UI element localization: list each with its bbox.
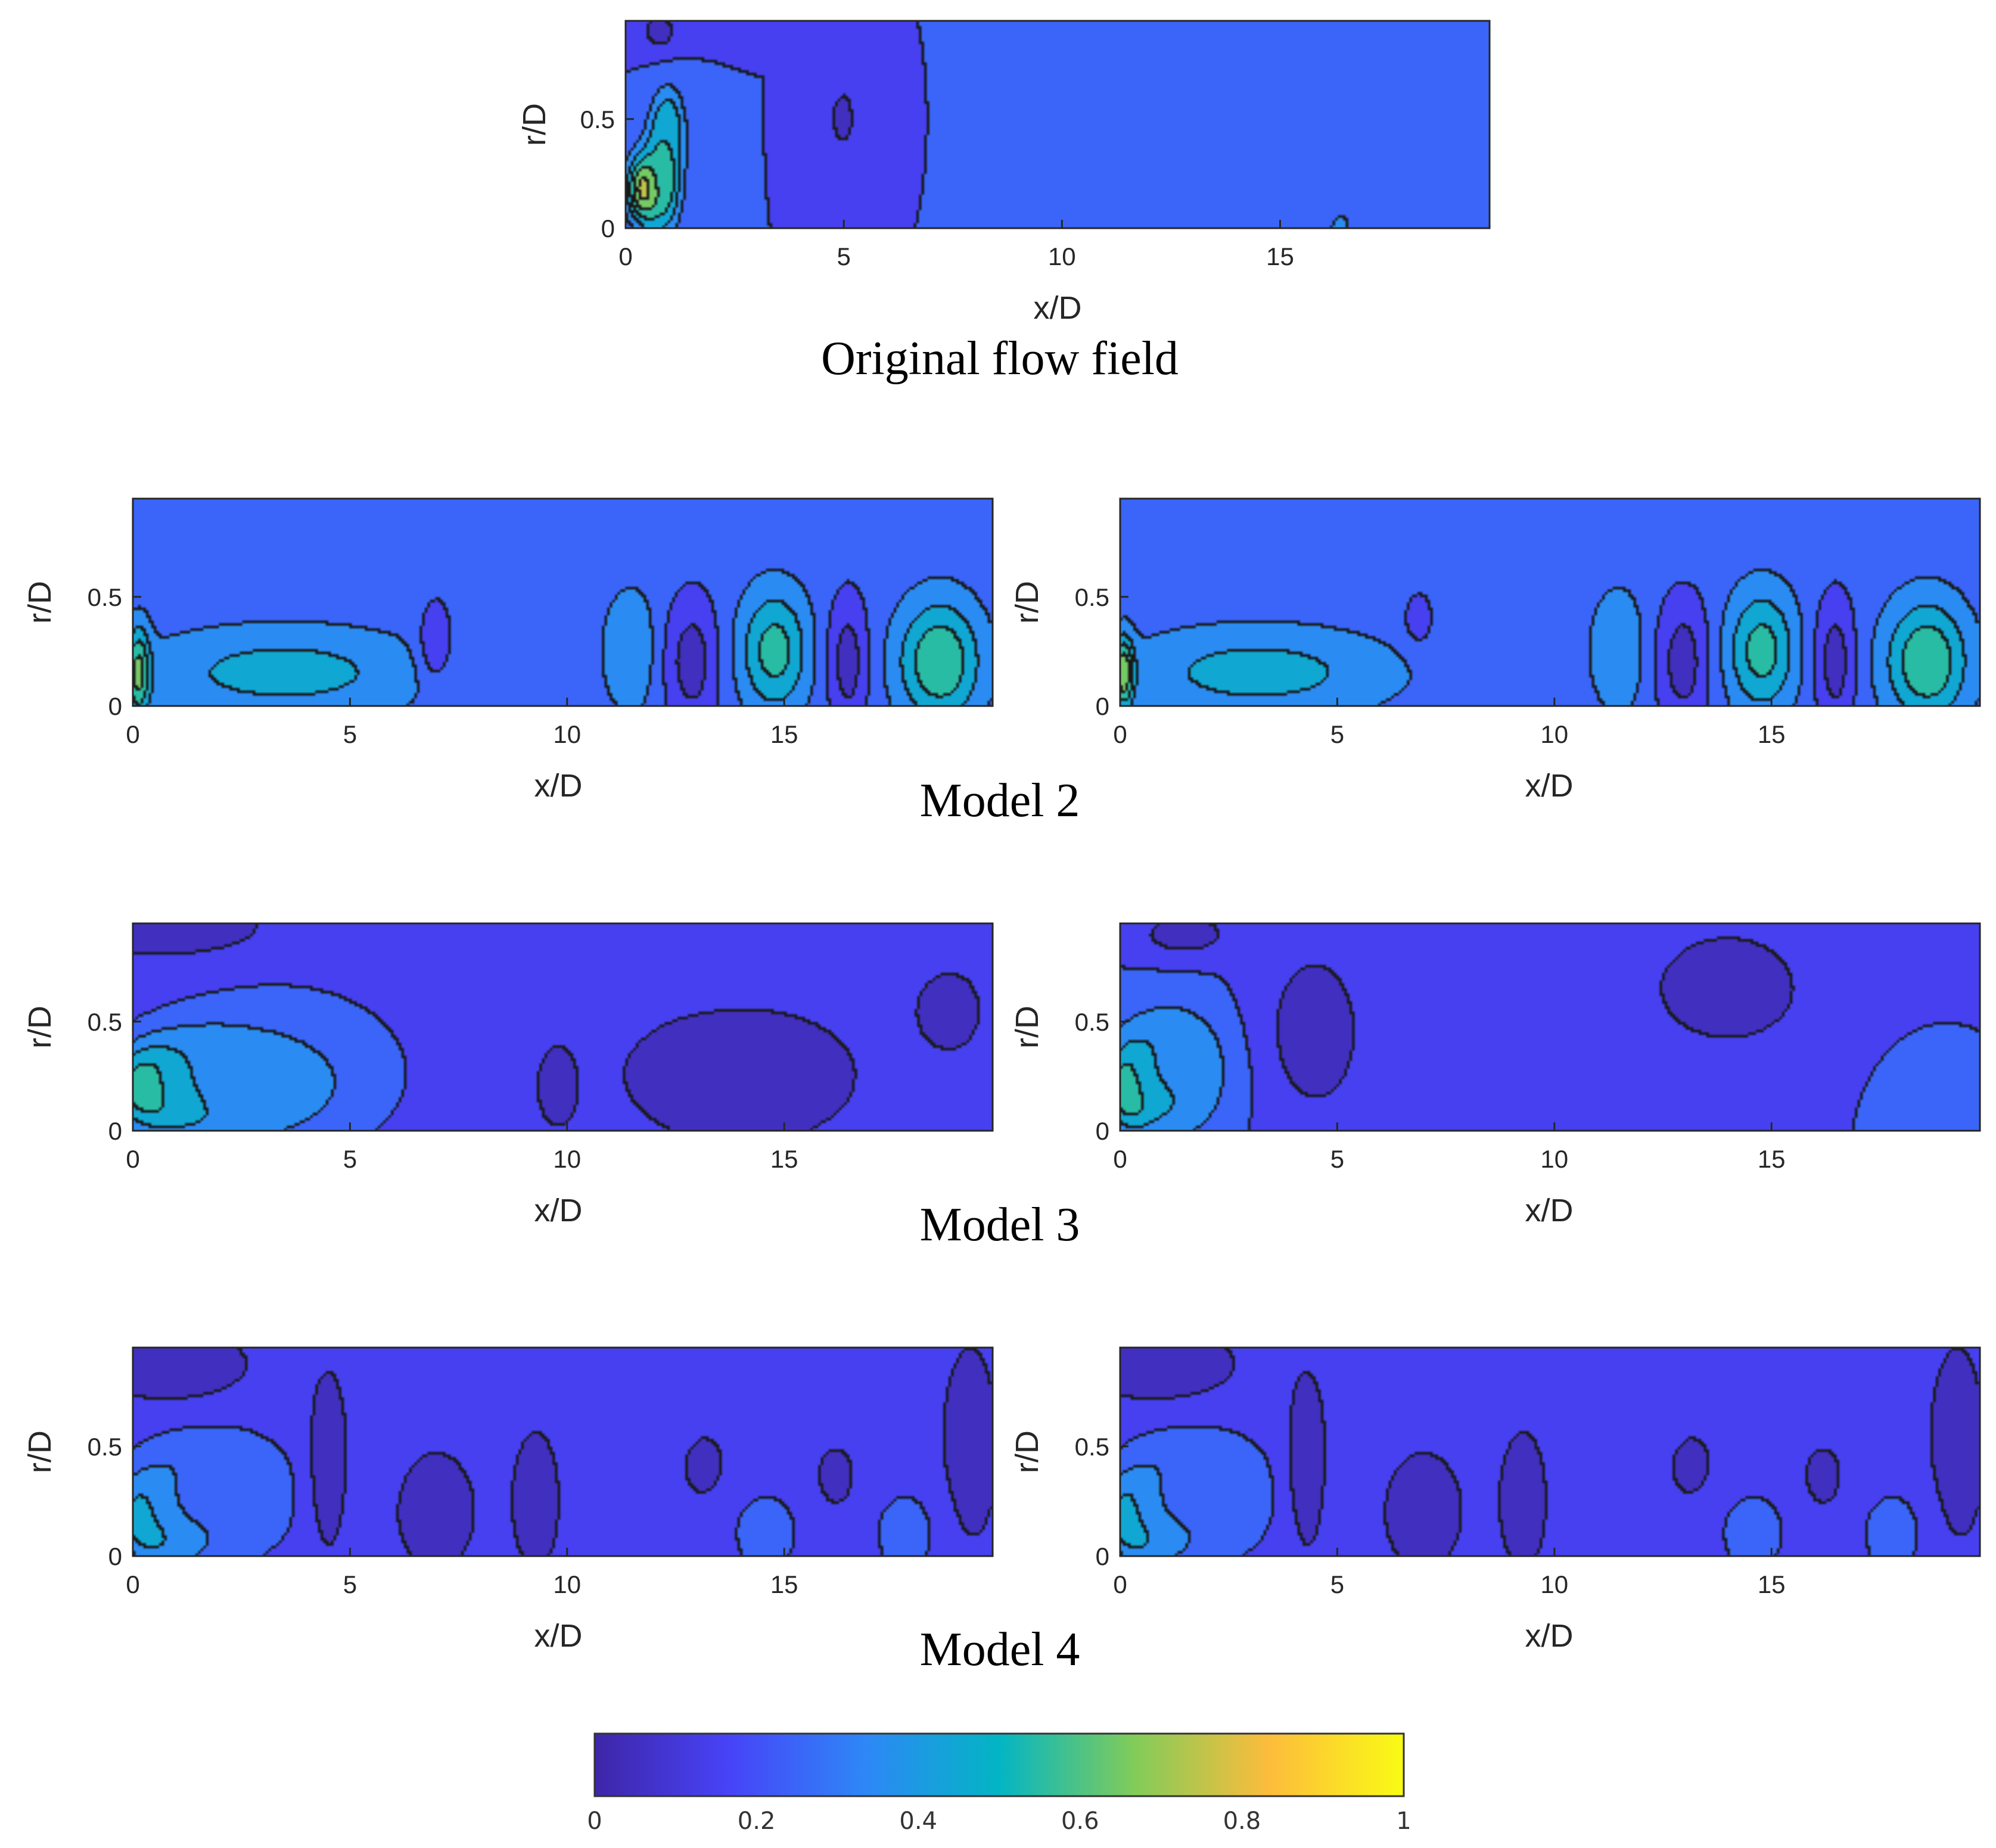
x-tick-label: 15 xyxy=(770,720,798,748)
ylabel-original: r/D xyxy=(517,103,552,146)
x-tick-label: 15 xyxy=(770,1145,798,1173)
panel-model2-right: 0 5 10 15 0 0.5 x/D r/D xyxy=(1009,497,1981,804)
colorbar-tick-label: 0.2 xyxy=(738,1807,776,1835)
colorbar-strip xyxy=(593,1732,1405,1797)
x-tick-label: 15 xyxy=(1266,242,1294,270)
panel-model4-left: 0 5 10 15 0 0.5 x/D r/D xyxy=(22,1346,994,1654)
caption-model4: Model 4 xyxy=(920,1623,1080,1676)
contour-map-original xyxy=(626,21,1490,228)
y-tick-label: 0.5 xyxy=(1075,583,1109,611)
axes-box-model2-right xyxy=(1119,497,1981,707)
colorbar-tick-label: 0.4 xyxy=(899,1807,937,1835)
panel-original: 0 5 10 15 0 0.5 x/D r/D xyxy=(517,20,1491,326)
x-tick-label: 0 xyxy=(618,242,632,270)
panel-model2-left: 0 5 10 15 0 0.5 x/D r/D xyxy=(22,497,994,804)
ticks-model4-right: 0 5 10 15 0 0.5 xyxy=(1075,1433,1786,1598)
x-tick-label: 0 xyxy=(1113,1570,1127,1598)
xlabel-original: x/D xyxy=(1034,290,1082,326)
x-tick-label: 15 xyxy=(770,1570,798,1598)
x-tick-label: 15 xyxy=(1758,1570,1786,1598)
contour-map-model2-left xyxy=(133,499,993,706)
contour-map-model4-left xyxy=(133,1348,993,1556)
y-tick-label: 0.5 xyxy=(88,1008,122,1036)
ticks-model2-right: 0 5 10 15 0 0.5 xyxy=(1075,583,1786,748)
ticks-model2-left: 0 5 10 15 0 0.5 xyxy=(88,583,798,748)
x-tick-label: 10 xyxy=(1540,1145,1568,1173)
contour-map-model2-right xyxy=(1120,499,1980,706)
ylabel-model3-right: r/D xyxy=(1009,1006,1045,1049)
colorbar-ticks: 0 0.2 0.4 0.6 0.8 1 xyxy=(587,1807,1411,1835)
x-tick-label: 5 xyxy=(1330,1570,1344,1598)
x-tick-label: 10 xyxy=(1540,720,1568,748)
y-tick-label: 0 xyxy=(601,214,615,242)
x-tick-label: 0 xyxy=(1113,1145,1127,1173)
y-tick-label: 0 xyxy=(108,692,122,720)
ylabel-model4-left: r/D xyxy=(22,1430,58,1473)
xlabel-model3-right: x/D xyxy=(1525,1193,1574,1228)
x-tick-label: 5 xyxy=(837,242,850,270)
panel-model3-right: 0 5 10 15 0 0.5 x/D r/D xyxy=(1009,922,1981,1228)
y-tick-label: 0 xyxy=(1096,1542,1109,1570)
ylabel-model2-right: r/D xyxy=(1009,581,1045,624)
y-tick-label: 0.5 xyxy=(1075,1433,1109,1461)
x-tick-label: 5 xyxy=(343,1570,357,1598)
x-tick-label: 10 xyxy=(553,1570,581,1598)
axes-box-original xyxy=(624,20,1491,229)
xlabel-model3-left: x/D xyxy=(534,1193,583,1228)
colorbar-tick-label: 0.6 xyxy=(1061,1807,1099,1835)
x-tick-label: 10 xyxy=(553,720,581,748)
x-tick-label: 0 xyxy=(126,1145,139,1173)
y-tick-label: 0 xyxy=(108,1117,122,1145)
axes-box-model3-left xyxy=(132,922,994,1132)
ticks-original: 0 5 10 15 0 0.5 xyxy=(580,105,1294,270)
ticks-model3-right: 0 5 10 15 0 0.5 xyxy=(1075,1008,1786,1173)
x-tick-label: 15 xyxy=(1758,1145,1786,1173)
ylabel-model3-left: r/D xyxy=(22,1006,58,1049)
caption-model3: Model 3 xyxy=(920,1199,1080,1251)
xlabel-model4-right: x/D xyxy=(1525,1618,1574,1654)
x-tick-label: 5 xyxy=(343,1145,357,1173)
colorbar-tick-label: 1 xyxy=(1396,1807,1411,1835)
ylabel-model2-left: r/D xyxy=(22,581,58,624)
x-tick-label: 5 xyxy=(1330,1145,1344,1173)
ticks-model3-left: 0 5 10 15 0 0.5 xyxy=(88,1008,798,1173)
x-tick-label: 15 xyxy=(1758,720,1786,748)
y-tick-label: 0.5 xyxy=(580,105,615,133)
x-tick-label: 10 xyxy=(553,1145,581,1173)
y-tick-label: 0 xyxy=(1096,692,1109,720)
x-tick-label: 0 xyxy=(1113,720,1127,748)
colorbar-tick-label: 0 xyxy=(587,1807,602,1835)
xlabel-model2-right: x/D xyxy=(1525,768,1574,804)
ticks-model4-left: 0 5 10 15 0 0.5 xyxy=(88,1433,798,1598)
x-tick-label: 5 xyxy=(1330,720,1344,748)
panel-model4-right: 0 5 10 15 0 0.5 x/D r/D xyxy=(1009,1346,1981,1654)
axes-box-model4-right xyxy=(1119,1346,1981,1557)
y-tick-label: 0 xyxy=(1096,1117,1109,1145)
x-tick-label: 5 xyxy=(343,720,357,748)
x-tick-label: 10 xyxy=(1048,242,1076,270)
x-tick-label: 0 xyxy=(126,1570,139,1598)
axes-box-model2-left xyxy=(132,497,994,707)
colorbar-tick-label: 0.8 xyxy=(1223,1807,1261,1835)
axes-box-model4-left xyxy=(132,1346,994,1557)
contour-map-model3-left xyxy=(133,923,993,1131)
ylabel-model4-right: r/D xyxy=(1009,1430,1045,1473)
caption-model2: Model 2 xyxy=(920,774,1080,827)
y-tick-label: 0.5 xyxy=(1075,1008,1109,1036)
contour-map-model4-right xyxy=(1120,1348,1980,1556)
contour-map-model3-right xyxy=(1120,923,1980,1131)
xlabel-model4-left: x/D xyxy=(534,1618,583,1654)
y-tick-label: 0.5 xyxy=(88,583,122,611)
caption-original: Original flow field xyxy=(821,332,1179,385)
y-tick-label: 0 xyxy=(108,1542,122,1570)
x-tick-label: 10 xyxy=(1540,1570,1568,1598)
panel-model3-left: 0 5 10 15 0 0.5 x/D r/D xyxy=(22,922,994,1228)
y-tick-label: 0.5 xyxy=(88,1433,122,1461)
xlabel-model2-left: x/D xyxy=(534,768,583,804)
axes-box-model3-right xyxy=(1119,922,1981,1132)
x-tick-label: 0 xyxy=(126,720,139,748)
colorbar: 0 0.2 0.4 0.6 0.8 1 xyxy=(587,1732,1411,1835)
